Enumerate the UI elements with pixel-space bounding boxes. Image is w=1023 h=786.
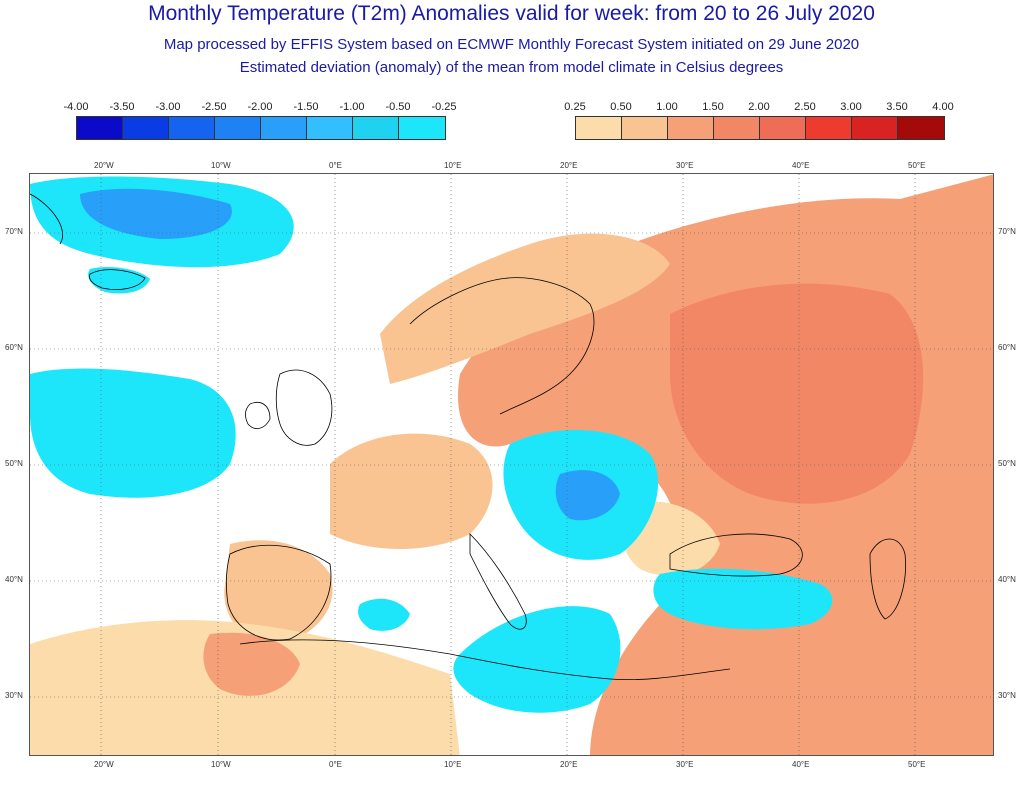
legend-positive-label: 2.50: [794, 101, 816, 113]
lon-label-top: 40°E: [792, 161, 810, 170]
lon-label-bottom: 20°W: [94, 760, 114, 769]
legend-swatch: [77, 117, 123, 139]
legend-positive-label: 0.25: [564, 101, 586, 113]
lon-label-bottom: 0°E: [329, 760, 342, 769]
legend-swatch: [576, 117, 622, 139]
lon-label-bottom: 20°E: [560, 760, 578, 769]
legend-swatch: [307, 117, 353, 139]
legend-negative-label: -0.50: [385, 101, 411, 113]
lon-label-bottom: 40°E: [792, 760, 810, 769]
coastline-greenland: [30, 193, 63, 245]
lon-label-top: 50°E: [908, 161, 926, 170]
lat-label-right: 70°N: [998, 227, 1016, 236]
lat-label-left: 70°N: [5, 227, 23, 236]
legend-swatch: [169, 117, 215, 139]
legend-swatch: [215, 117, 261, 139]
graticule: [30, 174, 993, 755]
warm-zone-western-europe: [330, 433, 493, 549]
legend-negative-label: -0.25: [431, 101, 457, 113]
legend-swatch: [261, 117, 307, 139]
warm-zone-north-africa-core: [203, 632, 300, 696]
legend-swatch: [399, 117, 445, 139]
lon-label-top: 10°W: [211, 161, 231, 170]
cold-zone-turkey: [653, 568, 833, 630]
anomaly-map[interactable]: [29, 173, 994, 756]
lat-label-right: 30°N: [998, 691, 1016, 700]
legend-swatch: [622, 117, 668, 139]
legend-swatch: [898, 117, 944, 139]
legend-positive-label: 0.50: [610, 101, 632, 113]
coastline-italy: [469, 533, 527, 630]
lon-label-bottom: 30°E: [676, 760, 694, 769]
lon-label-top: 10°E: [444, 161, 462, 170]
legend-swatch: [123, 117, 169, 139]
legend-negative-label: -4.00: [63, 101, 89, 113]
lat-label-left: 50°N: [5, 459, 23, 468]
lat-label-right: 60°N: [998, 343, 1016, 352]
legend-positive-label: 1.50: [702, 101, 724, 113]
lat-label-left: 60°N: [5, 343, 23, 352]
legend-swatch: [806, 117, 852, 139]
lon-label-top: 0°E: [329, 161, 342, 170]
legend-positive-label: 1.00: [656, 101, 678, 113]
legend-negative-label: -2.50: [201, 101, 227, 113]
warm-zone-iberia: [224, 540, 333, 644]
lon-label-top: 20°W: [94, 161, 114, 170]
coastline-scandinavia: [409, 277, 595, 415]
legend-negative-labels: -4.00 -3.50 -3.00 -2.50 -2.00 -1.50 -1.0…: [63, 101, 456, 115]
legend-swatch: [760, 117, 806, 139]
legend-negative-label: -1.50: [293, 101, 319, 113]
legend-positive-label: 4.00: [932, 101, 954, 113]
cold-zone-atlantic: [30, 368, 236, 498]
legend-negative-label: -2.00: [247, 101, 273, 113]
lat-label-left: 40°N: [5, 575, 23, 584]
map-description: Estimated deviation (anomaly) of the mea…: [239, 59, 784, 76]
legend-negative-label: -3.50: [109, 101, 135, 113]
lon-label-top: 20°E: [560, 161, 578, 170]
lat-label-right: 40°N: [998, 575, 1016, 584]
cold-zone-central-europe-core: [555, 470, 620, 521]
warm-zone-east-core: [670, 283, 924, 504]
legend-negative-label: -3.00: [155, 101, 181, 113]
lat-label-left: 30°N: [5, 691, 23, 700]
coastline-iberia: [225, 544, 332, 641]
cold-zone-greenland-sea-core: [80, 188, 232, 239]
lon-label-bottom: 10°E: [444, 760, 462, 769]
map-title: Monthly Temperature (T2m) Anomalies vali…: [148, 2, 875, 25]
lon-label-top: 30°E: [676, 161, 694, 170]
coastlines: [30, 193, 906, 681]
legend-negative: [76, 116, 446, 140]
coastline-black-sea: [669, 533, 803, 577]
cold-zone-western-med: [358, 598, 410, 631]
legend-negative-label: -1.00: [339, 101, 365, 113]
warm-zone-scandinavia: [380, 233, 670, 384]
coastline-ireland: [245, 402, 271, 429]
lat-label-right: 50°N: [998, 459, 1016, 468]
legend-swatch: [852, 117, 898, 139]
lon-label-bottom: 50°E: [908, 760, 926, 769]
coastline-caspian: [869, 538, 906, 620]
legend-positive-labels: 0.25 0.50 1.00 1.50 2.00 2.50 3.00 3.50 …: [564, 101, 953, 115]
coastline-iceland: [89, 269, 146, 290]
legend-swatch: [353, 117, 399, 139]
lon-label-bottom: 10°W: [211, 760, 231, 769]
legend-positive-label: 2.00: [748, 101, 770, 113]
legend-swatch: [668, 117, 714, 139]
coastline-britain: [275, 369, 333, 446]
legend-positive-label: 3.50: [886, 101, 908, 113]
coastline-north-africa: [239, 639, 731, 681]
cold-zone-central-med: [453, 606, 621, 713]
legend-swatch: [714, 117, 760, 139]
legend-positive: [575, 116, 945, 140]
map-subtitle: Map processed by EFFIS System based on E…: [163, 36, 860, 53]
legend-positive-label: 3.00: [840, 101, 862, 113]
